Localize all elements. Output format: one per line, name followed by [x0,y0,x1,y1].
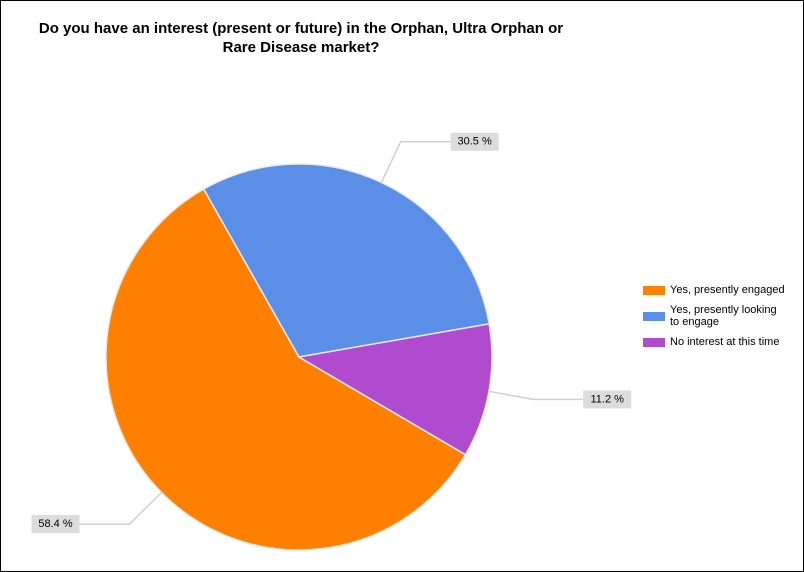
legend-item: No interest at this time [643,336,803,348]
legend-item: Yes, presently looking to engage [643,304,803,328]
legend-label: Yes, presently looking to engage [670,304,777,328]
chart-title: Do you have an interest (present or futu… [38,20,564,56]
legend: Yes, presently engaged Yes, presently loo… [643,284,803,356]
leader-line [380,141,451,183]
data-label: 58.4 % [38,518,72,530]
leader-line [488,390,584,401]
data-label-box [450,132,499,151]
data-label-box [31,515,80,534]
legend-label: Yes, presently engaged [670,284,785,296]
data-label: 30.5 % [457,136,491,148]
pie-slice [202,163,491,358]
data-label-box [583,390,632,409]
data-label: 11.2 % [590,393,624,405]
legend-swatch [643,311,665,321]
legend-item: Yes, presently engaged [643,284,803,296]
legend-swatch [643,285,665,295]
legend-swatch [643,337,665,347]
legend-label: No interest at this time [670,336,780,348]
leader-line [79,491,163,525]
